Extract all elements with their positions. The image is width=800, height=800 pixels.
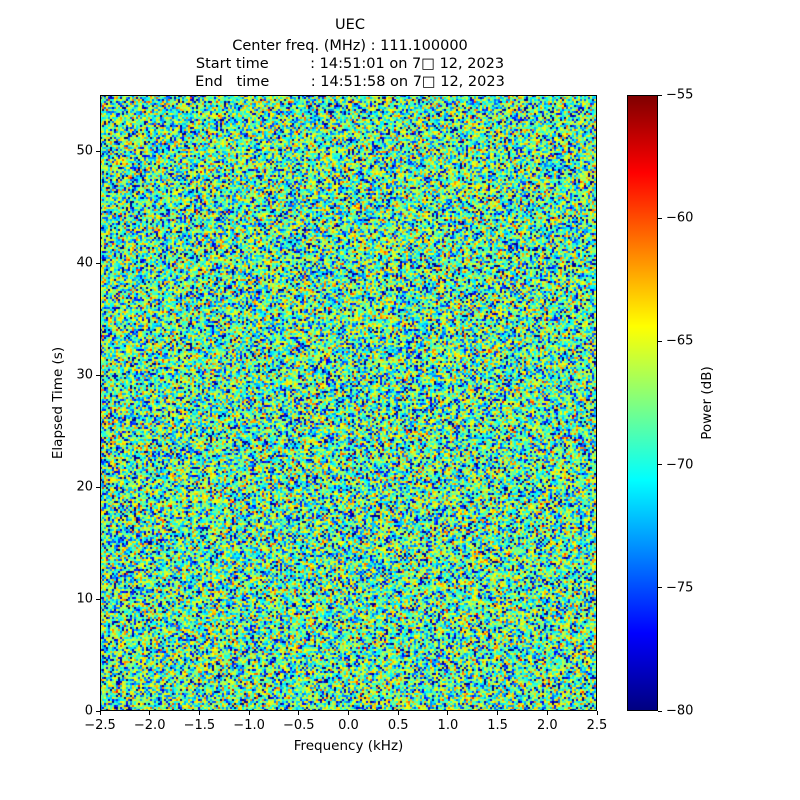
x-tick-mark [198,711,200,715]
x-tick-label: 1.5 [487,718,508,733]
x-tick-mark [397,711,399,715]
colorbar-tick-label: −60 [666,210,694,226]
y-tick-label: 10 [76,591,93,607]
start-time-line: Start time : 14:51:01 on 7□ 12, 2023 [195,56,505,72]
x-tick-mark [497,711,499,715]
center-freq-line: Center freq. (MHz) : 111.100000 [232,38,468,54]
chart-title: UEC [335,17,365,33]
y-axis-label: Elapsed Time (s) [50,346,66,460]
x-tick-mark [298,711,300,715]
colorbar [627,95,658,711]
colorbar-tick-mark [658,710,662,712]
y-tick-label: 40 [76,255,93,271]
colorbar-tick-mark [658,217,662,219]
x-tick-label: 2.0 [536,718,558,733]
x-tick-mark [546,711,548,715]
colorbar-tick-label: −65 [666,333,694,349]
y-tick-mark [96,486,100,488]
x-tick-label: 2.5 [586,718,608,733]
y-tick-label: 20 [76,479,93,495]
y-tick-mark [96,710,100,712]
spectrogram-heatmap [100,95,597,711]
x-tick-mark [348,711,349,715]
end-time-line: End time : 14:51:58 on 7□ 12, 2023 [195,74,505,90]
colorbar-tick-label: −55 [666,87,694,103]
y-tick-label: 50 [76,143,93,159]
colorbar-tick-label: −70 [666,457,694,473]
colorbar-tick-label: −80 [666,703,694,719]
colorbar-tick-mark [658,587,662,589]
plot-frame [100,95,597,711]
x-tick-mark [596,711,598,715]
y-tick-mark [96,374,100,376]
colorbar-label: Power (dB) [699,366,715,440]
y-tick-mark [96,598,100,600]
x-tick-mark [149,711,151,715]
x-tick-label: −1.5 [183,718,216,733]
y-tick-label: 30 [76,367,93,383]
colorbar-tick-mark [658,340,662,342]
colorbar-tick-mark [658,464,662,466]
x-axis-label: Frequency (kHz) [293,738,404,754]
colorbar-tick-label: −75 [666,580,694,596]
y-tick-mark [96,150,100,152]
x-tick-mark [99,711,101,715]
x-tick-label: −2.0 [133,718,166,733]
x-tick-label: −2.5 [84,718,116,733]
x-tick-label: 0.0 [338,718,359,733]
x-tick-label: 0.5 [387,718,409,733]
x-tick-label: −0.5 [283,718,315,733]
y-tick-mark [96,262,100,264]
x-tick-label: 1.0 [437,718,459,733]
y-tick-label: 0 [84,703,93,719]
x-tick-mark [447,711,449,715]
x-tick-mark [248,711,250,715]
colorbar-tick-mark [658,94,662,96]
x-tick-label: −1.0 [233,718,265,733]
